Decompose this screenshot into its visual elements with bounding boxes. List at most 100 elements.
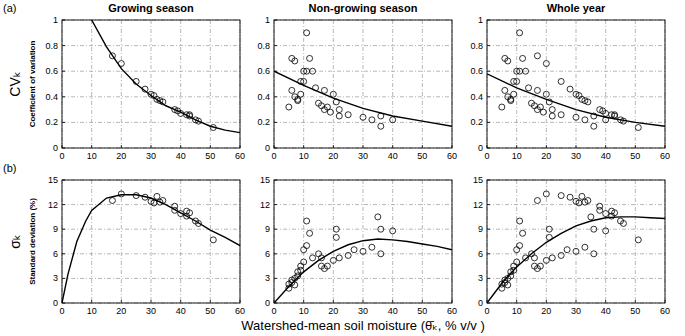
data-point	[307, 55, 313, 61]
grid-line	[62, 253, 240, 254]
panel: 010203040506003691215	[260, 175, 457, 316]
data-layer	[274, 214, 452, 303]
tick-mark	[151, 300, 152, 303]
tick-mark	[392, 300, 393, 303]
data-point	[576, 200, 582, 206]
data-point	[310, 68, 316, 74]
fit-line	[274, 239, 452, 303]
tick-mark	[487, 229, 490, 230]
data-point	[635, 125, 641, 131]
tick-label: 0	[53, 298, 58, 308]
data-point	[585, 198, 591, 204]
tick-mark	[487, 278, 490, 279]
data-point	[514, 247, 520, 253]
data-point	[508, 98, 514, 104]
data-point	[327, 109, 333, 115]
panel: 010203040506000.20.40.60.81Non-growing s…	[257, 2, 457, 161]
tick-label: 0	[265, 298, 270, 308]
tick-mark	[210, 300, 211, 303]
tick-label: 12	[48, 200, 58, 210]
panel: 010203040506003691215(b)σₖStandard devia…	[3, 162, 245, 316]
grid-line	[62, 122, 240, 123]
data-point	[321, 87, 327, 93]
data-point	[558, 193, 564, 199]
tick-label: 10	[512, 306, 522, 316]
tick-label: 20	[328, 151, 338, 161]
data-point	[360, 248, 366, 254]
fit-line	[487, 74, 665, 126]
grid-line	[576, 20, 577, 148]
data-point	[517, 68, 523, 74]
data-point	[517, 218, 523, 224]
panel: 010203040506000.20.40.60.81Whole year	[470, 2, 670, 161]
data-layer	[274, 30, 452, 129]
grid-line	[62, 229, 240, 230]
tick-mark	[487, 71, 490, 72]
data-point	[612, 210, 618, 216]
panel-title: Non-growing season	[309, 2, 418, 14]
tick-label: 15	[48, 175, 58, 185]
tick-mark	[91, 300, 92, 303]
data-point	[543, 257, 549, 263]
data-point	[109, 198, 115, 204]
data-point	[310, 255, 316, 261]
tick-mark	[180, 300, 181, 303]
data-point	[369, 117, 375, 123]
data-point	[502, 87, 508, 93]
grid-line	[303, 20, 304, 148]
tick-label: 9	[478, 224, 483, 234]
data-layer	[487, 191, 665, 303]
data-layer	[62, 191, 240, 303]
chart-svg: 010203040506000.20.40.60.81Growing seaso…	[0, 0, 685, 336]
tick-mark	[274, 278, 277, 279]
data-point	[588, 214, 594, 220]
data-point	[375, 214, 381, 220]
tick-mark	[333, 300, 334, 303]
panel-label: (a)	[3, 2, 16, 14]
data-point	[573, 248, 579, 254]
data-point	[534, 87, 540, 93]
tick-label: 0.6	[257, 66, 270, 76]
data-point	[378, 251, 384, 257]
grid-line	[91, 20, 92, 148]
data-point	[543, 191, 549, 197]
data-point	[514, 78, 520, 84]
data-point	[336, 113, 342, 119]
data-point	[304, 218, 310, 224]
data-point	[304, 68, 310, 74]
y-sublabel: Coefficient of variation	[28, 41, 37, 128]
data-point	[543, 61, 549, 67]
data-point	[549, 113, 555, 119]
tick-label: 0	[59, 151, 64, 161]
panel-title: Growing season	[108, 2, 194, 14]
grid-line	[303, 180, 304, 303]
data-point	[378, 123, 384, 129]
tick-label: 20	[541, 151, 551, 161]
data-point	[336, 107, 342, 113]
tick-label: 60	[235, 151, 245, 161]
data-point	[505, 58, 511, 64]
data-point	[591, 251, 597, 257]
data-point	[558, 112, 564, 118]
data-point	[295, 98, 301, 104]
tick-label: 0.4	[257, 92, 270, 102]
grid-line	[121, 180, 122, 303]
grid-line	[487, 278, 665, 279]
data-point	[540, 109, 546, 115]
tick-label: 10	[512, 151, 522, 161]
tick-label: 30	[571, 151, 581, 161]
tick-label: 15	[473, 175, 483, 185]
plot-frame	[62, 20, 240, 148]
tick-label: 30	[358, 306, 368, 316]
tick-label: 10	[299, 306, 309, 316]
tick-label: 6	[53, 249, 58, 259]
tick-label: 50	[630, 306, 640, 316]
data-point	[330, 91, 336, 97]
data-point	[304, 30, 310, 36]
data-point	[543, 91, 549, 97]
data-point	[582, 244, 588, 250]
tick-label: 0.2	[45, 117, 58, 127]
tick-label: 3	[265, 273, 270, 283]
grid-line	[516, 180, 517, 303]
panel: 010203040506000.20.40.60.81Growing seaso…	[3, 2, 245, 161]
